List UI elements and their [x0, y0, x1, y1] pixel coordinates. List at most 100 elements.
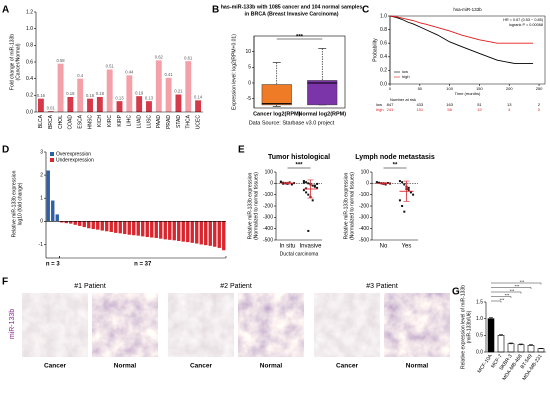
legend-swatch — [50, 158, 54, 162]
chart-title: has-miR-133b with 1085 cancer and 104 no… — [221, 4, 363, 10]
bar — [105, 221, 109, 232]
y-axis-label: log10 (fold change) — [17, 182, 23, 225]
significance-label: *** — [295, 163, 303, 169]
tissue-label: Cancer — [190, 363, 213, 370]
box — [307, 80, 338, 106]
y-tick-label: 0 — [366, 181, 369, 187]
data-point — [412, 193, 415, 196]
tissue-label: Cancer — [44, 363, 67, 370]
x-tick-label: LUAD — [136, 115, 142, 129]
x-tick-label: 0 — [389, 86, 392, 91]
tissue-label: Normal — [406, 363, 429, 370]
data-label: 0.58 — [56, 58, 65, 63]
x-tick-label: HNSC — [87, 115, 93, 130]
panel-label: A — [2, 5, 9, 16]
y-tick-label: 0 — [248, 80, 251, 86]
y-tick-label: 0.6 — [380, 41, 387, 47]
risk-row-label: low — [376, 102, 382, 107]
y-axis-label: (Normalized to normal tissues) — [253, 172, 259, 240]
patient-label: #2 Patient — [220, 283, 252, 290]
bar — [67, 97, 74, 112]
y-axis-label: Relative miR-133b expression — [343, 172, 349, 239]
x-tick-label: 250 — [536, 86, 543, 91]
y-tick-label: 0.5 — [476, 333, 483, 339]
data-label: 0.14 — [194, 94, 203, 99]
risk-count: 2 — [538, 102, 541, 107]
significance-label: *** — [510, 288, 515, 293]
data-label: 0.18 — [66, 91, 75, 96]
bar — [154, 221, 158, 238]
y-tick-label: -100 — [359, 192, 369, 198]
legend-label: Underexpression — [56, 157, 94, 163]
bar — [57, 63, 64, 112]
bar — [527, 345, 535, 353]
data-label: 0.16 — [86, 93, 95, 98]
y-tick-label: 10 — [245, 49, 251, 55]
data-label: 0.21 — [174, 89, 183, 94]
chart-title: in BRCA (Breast Invasive Carcinoma) — [245, 11, 339, 17]
risk-count: 19 — [477, 107, 482, 112]
bar — [126, 75, 133, 112]
y-tick-label: -200 — [263, 203, 273, 209]
x-tick-label: No — [380, 244, 388, 250]
bar — [114, 221, 118, 233]
x-axis-label: Ductal carcinoma — [280, 251, 319, 257]
x-tick-label: Cancer log2(RPM) — [253, 111, 301, 117]
data-point — [282, 182, 285, 185]
bar — [195, 100, 202, 112]
y-tick-label: 100 — [361, 169, 370, 175]
data-point — [311, 199, 314, 202]
y-tick-label: 1.2 — [26, 9, 33, 15]
box — [261, 84, 292, 106]
bar — [145, 221, 149, 238]
bar — [96, 97, 103, 112]
data-point — [313, 185, 316, 188]
data-label: 0.44 — [125, 69, 134, 74]
legend-label: high — [402, 74, 410, 79]
significance-label: *** — [500, 297, 505, 302]
data-label: 0.16 — [37, 93, 46, 98]
tissue-label: Cancer — [336, 363, 359, 370]
x-tick-label: Invasive — [299, 244, 322, 250]
x-tick-label: 50 — [418, 86, 423, 91]
significance-label: *** — [296, 35, 304, 41]
bar — [487, 318, 495, 353]
legend-swatch — [50, 152, 54, 156]
y-tick-label: 100 — [265, 169, 274, 175]
data-point — [409, 191, 412, 194]
data-label: 0.13 — [115, 95, 124, 100]
source-note: Data Source: Starbase v3.0 project — [249, 120, 335, 126]
y-tick-label: -500 — [359, 237, 369, 243]
significance-label: ** — [393, 163, 398, 169]
bar — [60, 221, 64, 223]
data-label: 0.18 — [96, 91, 105, 96]
bar — [136, 221, 140, 236]
data-point — [307, 182, 310, 185]
annotation: logrank P = 0.00068 — [509, 23, 543, 27]
survival-curve — [389, 15, 534, 44]
significance-label: *** — [515, 283, 520, 288]
data-point — [378, 181, 381, 184]
tissue-label: Normal — [260, 363, 283, 370]
chart-title: Tumor histological — [268, 154, 330, 161]
panel-label: C — [362, 5, 369, 16]
y-axis-label: Fold change of miR-133b — [9, 34, 15, 90]
patient-label: #1 Patient — [74, 283, 106, 290]
bar — [155, 60, 162, 112]
x-tick-label: LIHC — [127, 115, 133, 127]
data-label: 0.4 — [77, 73, 83, 78]
patient-label: #3 Patient — [366, 283, 398, 290]
bar — [185, 61, 192, 112]
bar — [159, 221, 163, 239]
bar — [46, 170, 50, 222]
x-tick-label: STAD — [176, 115, 182, 128]
y-tick-label: 1 — [40, 196, 43, 202]
x-tick-label: CHOL — [58, 115, 64, 129]
data-label: 0.51 — [106, 64, 115, 69]
data-point — [290, 183, 293, 186]
chart-title: hsa-miR-133b — [453, 7, 482, 12]
bar — [87, 221, 91, 229]
bar — [106, 69, 113, 112]
significance-label: *** — [520, 279, 525, 284]
bar — [123, 221, 127, 235]
